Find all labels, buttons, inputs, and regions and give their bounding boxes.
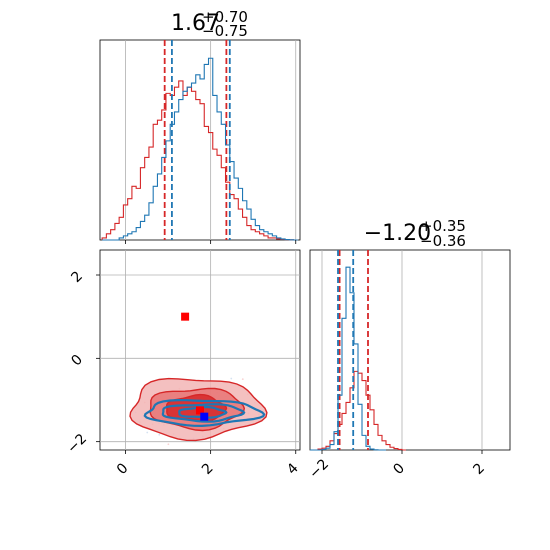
histogram-series [310, 266, 386, 451]
truth-marker [196, 406, 204, 415]
x-tick-label: −2 [306, 456, 332, 482]
contour-level [143, 398, 266, 428]
sample-point [167, 443, 170, 446]
y-tick-label: −2 [64, 431, 90, 457]
x-tick-label: 0 [390, 460, 408, 478]
y-tick-label: 0 [68, 352, 86, 370]
sample-point [158, 433, 161, 436]
sample-point [230, 377, 233, 380]
title-median: 1.67 [171, 11, 220, 36]
y-tick-label: 2 [68, 268, 86, 286]
contour-level [178, 405, 228, 419]
histogram-series [102, 57, 298, 241]
x-tick-label: 2 [199, 460, 217, 478]
sample-point [241, 378, 244, 381]
marginal-histogram-y: −2 0 2 −1.20 +0.35 −0.36 [306, 216, 511, 482]
title-upper-error: +0.70 [202, 8, 248, 26]
x-tick-label: 0 [114, 460, 132, 478]
contour-level [161, 403, 246, 423]
panel-title: 1.67 +0.70 −0.75 [171, 7, 253, 40]
panel-frame [309, 249, 511, 451]
title-lower-error: −0.36 [420, 232, 466, 250]
panel-title: −1.20 +0.35 −0.36 [364, 216, 471, 250]
histogram-series [101, 80, 298, 241]
sample-point [146, 431, 149, 434]
marginal-histogram-x: 1.67 +0.70 −0.75 [99, 7, 301, 244]
title-median: −1.20 [364, 221, 431, 246]
title-lower-error: −0.75 [202, 22, 248, 40]
joint-contour-panel: 0 2 4 −2 0 2 [64, 249, 302, 478]
title-upper-error: +0.35 [420, 217, 466, 235]
x-tick-label: 2 [470, 460, 488, 478]
x-tick-label: 4 [284, 460, 302, 478]
panel-frame [99, 39, 301, 241]
truth-marker [200, 412, 209, 421]
truth-marker [181, 312, 190, 321]
